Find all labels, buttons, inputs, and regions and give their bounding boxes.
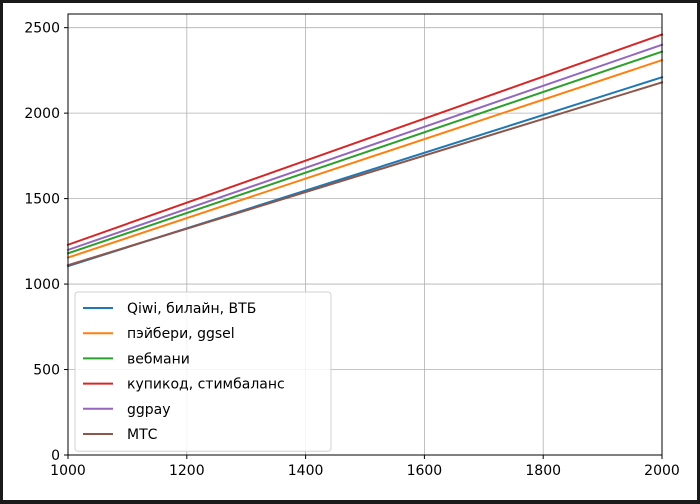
series-line [66,50,664,255]
y-tick-label: 1000 [24,277,60,293]
legend-label: купикод, стимбаланс [127,377,285,393]
series-lines [66,33,664,268]
legend-label: пэйбери, ggsel [127,326,235,342]
series-line [66,81,664,267]
y-tick-label: 1500 [24,192,60,208]
x-tick-label: 1800 [525,463,561,479]
legend-label: Qiwi, билайн, ВТБ [127,301,256,317]
y-tick-label: 2000 [24,106,60,122]
x-tick-label: 2000 [644,463,680,479]
line-chart: 1000 1200 1400 1600 1800 2000 0 500 1000 1500 2000… [24,13,680,479]
series-line [66,33,664,247]
y-tick-label: 0 [51,448,60,464]
chart-figure: 1000 1200 1400 1600 1800 2000 0 500 1000 1500 2000… [3,3,697,500]
legend-label: вебмани [127,351,190,367]
legend-label: МТС [127,427,158,443]
series-line [66,43,664,252]
y-tick-label: 2500 [24,21,60,37]
y-tick-label: 500 [33,363,60,379]
legend-box [74,291,332,452]
axis-ticks: 1000 1200 1400 1600 1800 2000 0 500 1000 1500 2000… [24,21,679,479]
plot-frame [67,13,663,456]
x-tick-label: 1600 [407,463,443,479]
series-line [66,58,664,259]
x-tick-label: 1000 [50,463,86,479]
legend-label: ggpay [127,402,171,418]
legend: Qiwi, билайн, ВТБ пэйбери, ggsel вебмани ку… [74,291,332,452]
x-tick-label: 1200 [169,463,205,479]
x-tick-label: 1400 [288,463,324,479]
